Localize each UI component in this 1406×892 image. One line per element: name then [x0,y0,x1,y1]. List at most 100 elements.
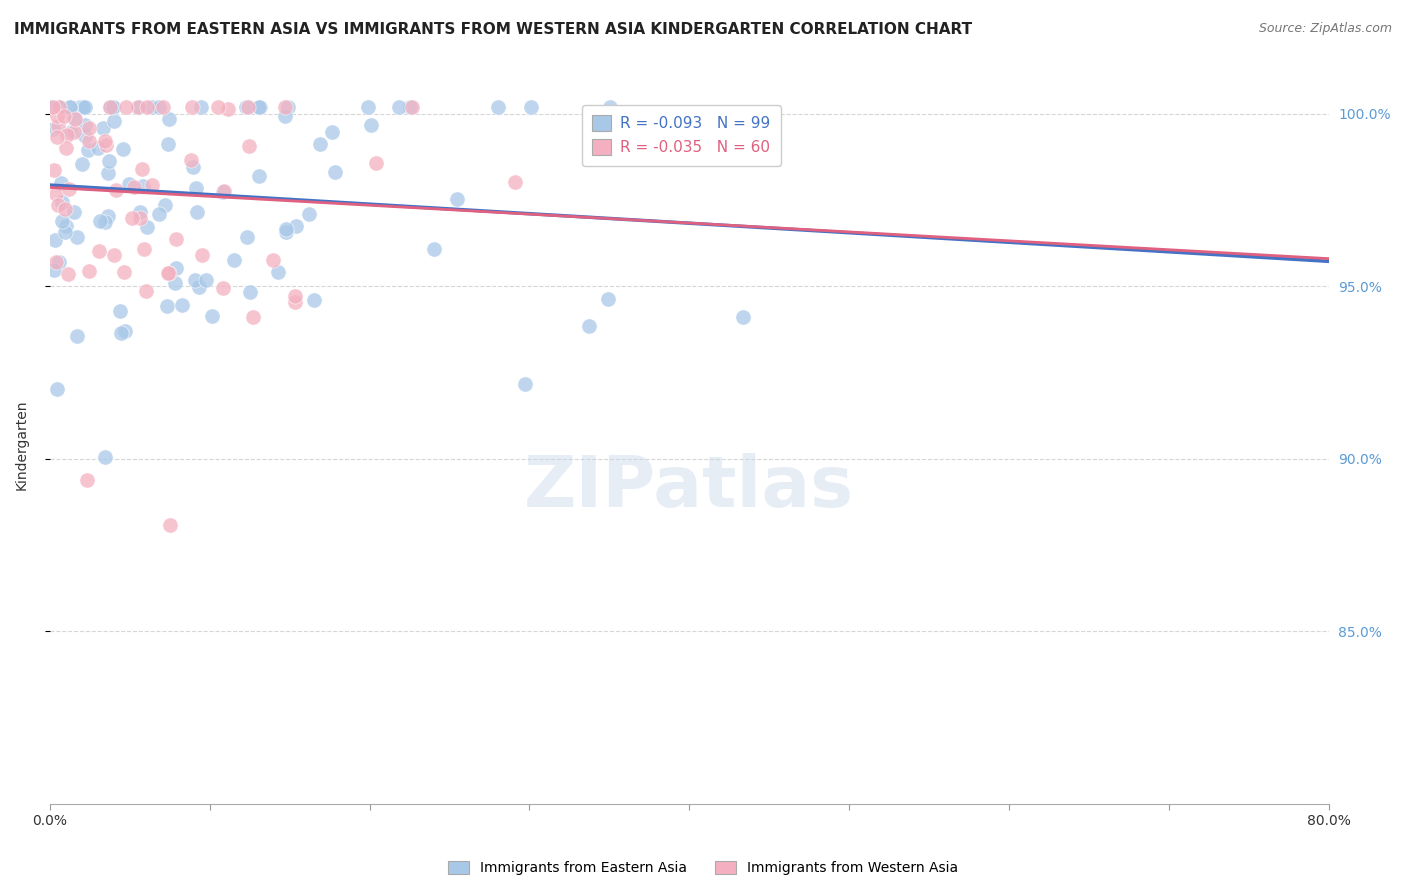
Point [186,204,208,219]
Point [165,232,187,246]
Point [42,121,65,136]
Point [360,118,382,132]
Point [69,100,91,114]
Point [110,303,132,318]
Point [284,295,307,310]
Point [91,121,114,136]
Point [101,100,124,114]
Point [152,100,174,114]
Point [49,176,72,190]
Text: Source: ZipAtlas.com: Source: ZipAtlas.com [1258,22,1392,36]
Point [117,178,139,192]
Point [212,186,235,200]
Point [180,153,202,168]
Point [520,100,543,114]
Point [98,153,121,168]
Point [59,125,82,139]
Point [131,178,153,193]
Point [302,293,325,307]
Point [70,100,93,114]
Legend: R = -0.093   N = 99, R = -0.035   N = 60: R = -0.093 N = 99, R = -0.035 N = 60 [582,104,780,166]
Y-axis label: Kindergarten: Kindergarten [15,400,30,491]
Point [63,204,86,219]
Point [277,100,299,114]
Point [212,184,235,198]
Point [274,222,297,236]
Point [212,280,235,294]
Text: IMMIGRANTS FROM EASTERN ASIA VS IMMIGRANTS FROM WESTERN ASIA KINDERGARTEN CORREL: IMMIGRANTS FROM EASTERN ASIA VS IMMIGRAN… [14,22,972,37]
Point [188,280,211,294]
Point [273,100,295,114]
Point [44,162,66,177]
Point [77,134,100,148]
Point [49,100,72,114]
Point [170,298,193,312]
Point [96,137,118,152]
Point [598,293,620,307]
Point [503,175,526,189]
Point [46,119,69,133]
Point [235,100,257,114]
Point [77,143,100,157]
Point [114,100,136,114]
Point [100,100,122,114]
Point [56,268,79,282]
Point [309,136,332,151]
Point [141,178,163,192]
Point [217,103,239,117]
Point [73,100,96,114]
Point [72,100,94,114]
Point [55,202,77,216]
Point [238,139,260,153]
Point [298,207,321,221]
Point [97,166,120,180]
Point [364,156,387,170]
Point [325,165,347,179]
Point [51,195,73,210]
Point [66,329,89,343]
Point [201,309,224,323]
Point [110,326,132,340]
Point [184,180,207,194]
Point [51,214,73,228]
Point [446,192,468,206]
Point [398,100,420,114]
Point [45,255,67,269]
Point [235,230,257,244]
Point [157,266,180,280]
Point [66,230,89,244]
Point [157,112,180,126]
Point [156,299,179,313]
Point [163,276,186,290]
Point [86,141,108,155]
Point [165,261,187,276]
Point [42,100,65,114]
Point [127,100,149,114]
Point [148,100,170,114]
Point [249,100,271,114]
Point [114,324,136,338]
Point [267,265,290,279]
Point [52,109,75,123]
Point [242,310,264,324]
Point [124,179,146,194]
Point [731,310,754,324]
Point [45,186,67,201]
Point [48,255,70,269]
Point [128,211,150,226]
Point [77,121,100,136]
Point [190,100,212,114]
Point [157,137,180,152]
Point [238,285,260,299]
Point [262,252,284,267]
Point [79,264,101,278]
Point [63,111,86,125]
Point [194,273,217,287]
Point [283,289,305,303]
Point [46,382,69,396]
Point [59,100,82,114]
Point [63,112,86,127]
Point [578,318,600,333]
Point [75,118,97,132]
Point [224,253,246,268]
